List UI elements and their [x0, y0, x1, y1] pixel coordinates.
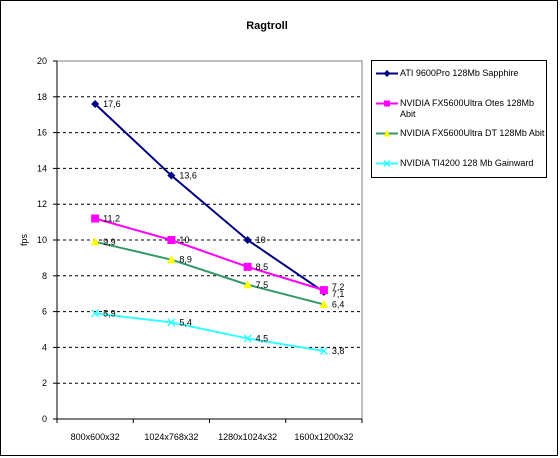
- data-point: [167, 236, 176, 244]
- data-label: 6,4: [332, 299, 345, 309]
- data-label: 7,5: [256, 280, 269, 290]
- y-tick-label: 0: [42, 414, 47, 424]
- legend-label: NVIDIA FX5600Ultra DT 128Mb Abit: [400, 128, 545, 138]
- data-point: [90, 237, 100, 246]
- data-label: 13,6: [179, 171, 197, 181]
- series-line: [95, 312, 325, 352]
- data-label: 3,8: [332, 346, 345, 356]
- series-layer: [90, 99, 329, 356]
- data-label: 8,5: [256, 262, 269, 272]
- data-label: 11,2: [103, 214, 120, 224]
- y-tick-label: 8: [42, 271, 47, 281]
- data-point: [167, 318, 176, 327]
- data-label: 10: [179, 235, 189, 245]
- y-axis-label: fps: [19, 234, 29, 247]
- y-tick-label: 20: [37, 56, 47, 66]
- data-label: 7,2: [332, 282, 345, 292]
- series-line: [94, 103, 325, 293]
- data-point: [243, 262, 252, 271]
- data-label: 10: [256, 235, 266, 245]
- x-tick-label: 800x600x32: [71, 432, 120, 442]
- gridlines: [57, 96, 362, 384]
- axes: 0 2 4 6 8 10 12 14 16 18 20 800x600x32 1024x768x32 12…: [37, 56, 363, 442]
- data-point: [91, 214, 100, 223]
- legend: ATI 9600Pro 128Mb Sapphire NVIDIA FX5600…: [371, 60, 547, 178]
- data-label: 9,9: [103, 237, 116, 247]
- data-point: [243, 280, 253, 289]
- data-point: [91, 99, 100, 108]
- y-tick-label: 14: [37, 163, 47, 173]
- data-point: [243, 236, 252, 244]
- data-label: 7,1: [332, 289, 345, 299]
- legend-label: NVIDIA TI4200 128 Mb Gainward: [400, 158, 534, 168]
- data-point: [167, 171, 176, 180]
- series-line: [94, 217, 325, 292]
- data-point: [243, 334, 252, 343]
- legend-label: ATI 9600Pro 128Mb Sapphire: [400, 68, 519, 78]
- legend-swatch-square: [376, 100, 398, 107]
- data-label: 5,4: [179, 317, 192, 327]
- data-label: 5,9: [103, 308, 116, 318]
- data-labels: 17,6 13,6 10 7,1 11,2 10 8,5 7,2 9,9 8,9 7,5 6,4 5,9…: [103, 99, 344, 356]
- data-point: [319, 286, 328, 295]
- data-label: 17,6: [103, 99, 121, 109]
- legend-swatch-diamond: [376, 70, 398, 77]
- x-tick-label: 1280x1024x32: [218, 432, 277, 442]
- legend-label: NVIDIA FX5600Ultra Otes 128Mb Abit: [400, 98, 535, 119]
- y-tick-label: 4: [42, 342, 47, 352]
- series-line: [94, 240, 325, 306]
- y-tick-label: 10: [37, 235, 47, 245]
- legend-swatch-x: [376, 159, 398, 168]
- data-point: [166, 255, 176, 264]
- y-tick-label: 2: [42, 378, 47, 388]
- data-label: 8,9: [179, 255, 192, 265]
- data-point: [91, 309, 100, 318]
- data-label: 4,5: [256, 333, 269, 343]
- y-tick-label: 18: [37, 92, 47, 102]
- data-point: [319, 346, 328, 356]
- x-tick-label: 1600x1200x32: [294, 432, 353, 442]
- data-point: [319, 299, 329, 308]
- legend-swatch-triangle: [376, 130, 398, 137]
- y-tick-label: 6: [42, 307, 47, 317]
- y-tick-label: 12: [37, 199, 47, 209]
- y-tick-label: 16: [37, 128, 47, 138]
- x-tick-label: 1024x768x32: [144, 432, 198, 442]
- chart-title: Ragtroll: [246, 20, 288, 32]
